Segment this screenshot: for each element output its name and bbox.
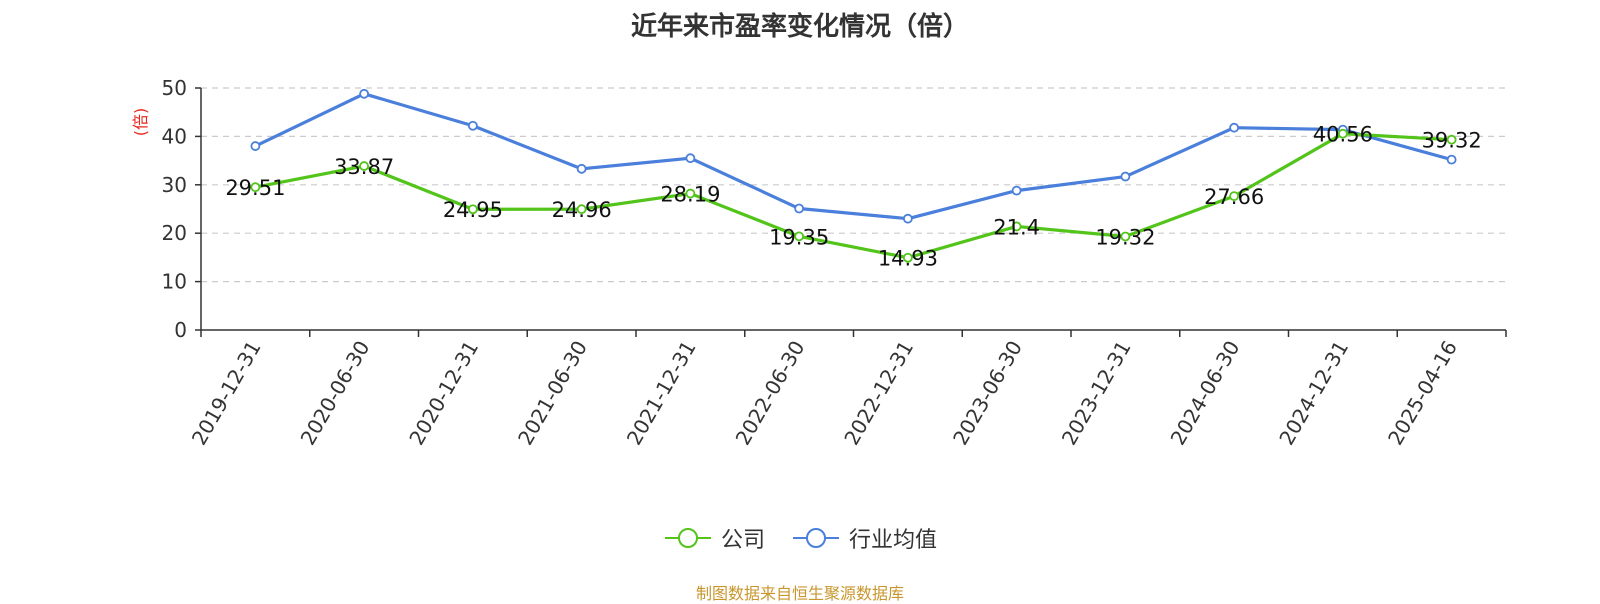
x-tick-label: 2020-06-30 bbox=[296, 337, 375, 450]
series-line-1 bbox=[254, 92, 1453, 221]
data-labels: 29.51 33.87 24.95 24.96 28.19 19.35 14.93 21.4 1… bbox=[225, 123, 1481, 271]
data-point-series-1 bbox=[250, 141, 261, 151]
data-point-series-0 bbox=[1337, 128, 1348, 139]
data-point-series-0 bbox=[1011, 221, 1022, 232]
x-tick-label: 2021-12-31 bbox=[622, 337, 701, 450]
data-label: 39.32 bbox=[1422, 129, 1482, 153]
y-tick-label: 10 bbox=[162, 270, 187, 294]
source-note: 制图数据来自恒生聚源数据库 bbox=[695, 584, 904, 603]
data-point-series-1 bbox=[1446, 154, 1457, 165]
x-tick-label: 2022-12-31 bbox=[839, 337, 918, 450]
legend-item-company[interactable]: 公司 bbox=[663, 522, 765, 554]
data-point-series-0 bbox=[576, 204, 587, 215]
data-label: 40.56 bbox=[1313, 123, 1373, 147]
legend-label-industry-average: 行业均值 bbox=[849, 528, 938, 553]
legend: 公司 行业均值 bbox=[0, 522, 1600, 554]
data-point-series-1 bbox=[1011, 185, 1022, 196]
data-label: 29.51 bbox=[225, 176, 285, 200]
legend-label-company: 公司 bbox=[720, 528, 765, 553]
data-point-series-0 bbox=[794, 231, 805, 242]
data-point-series-0 bbox=[467, 204, 478, 215]
chart-title: 近年来市盈率变化情况（倍） bbox=[630, 12, 969, 42]
data-point-series-1 bbox=[1229, 122, 1240, 133]
data-point-series-1 bbox=[902, 213, 913, 224]
y-tick-label: 30 bbox=[162, 173, 187, 197]
x-tick-label: 2025-04-16 bbox=[1383, 337, 1462, 450]
series-line-0 bbox=[255, 132, 1452, 260]
data-label: 21.4 bbox=[993, 215, 1040, 239]
data-point-series-0 bbox=[1229, 191, 1240, 202]
legend-item-industry-average[interactable]: 行业均值 bbox=[791, 522, 937, 554]
data-point-series-0 bbox=[1120, 231, 1131, 242]
legend-marker-industry-average bbox=[793, 528, 839, 548]
data-point-series-0 bbox=[685, 188, 696, 199]
axes: 0 10 20 30 40 50 2019-12-31 2020-06-30 2020-12-3… bbox=[162, 76, 1507, 450]
x-tick-label: 2022-06-30 bbox=[731, 337, 810, 450]
y-tick-label: 20 bbox=[162, 221, 187, 245]
data-label: 19.35 bbox=[769, 225, 829, 249]
data-point-series-0 bbox=[902, 252, 913, 263]
data-point-series-0 bbox=[250, 182, 261, 193]
data-label: 27.66 bbox=[1204, 185, 1264, 209]
y-tick-label: 50 bbox=[162, 76, 187, 100]
data-label: 28.19 bbox=[660, 183, 720, 207]
x-tick-label: 2024-12-31 bbox=[1274, 337, 1353, 450]
data-label: 24.95 bbox=[443, 198, 503, 222]
data-point-series-1 bbox=[359, 88, 370, 99]
data-label: 19.32 bbox=[1095, 225, 1155, 249]
data-label: 14.93 bbox=[878, 247, 938, 271]
x-tick-label: 2019-12-31 bbox=[187, 337, 266, 450]
data-points bbox=[250, 88, 1457, 263]
data-point-series-0 bbox=[359, 161, 370, 171]
data-point-series-1 bbox=[794, 203, 805, 214]
data-point-series-1 bbox=[467, 120, 478, 131]
grid-lines bbox=[201, 87, 1506, 283]
data-point-series-1 bbox=[1120, 171, 1131, 182]
data-point-series-1 bbox=[685, 153, 696, 164]
x-tick-label: 2024-06-30 bbox=[1166, 337, 1245, 450]
series-lines bbox=[254, 92, 1453, 260]
x-tick-label: 2020-12-31 bbox=[404, 337, 483, 450]
x-tick-label: 2023-06-30 bbox=[948, 337, 1027, 450]
data-label: 24.96 bbox=[552, 198, 612, 222]
x-tick-label: 2021-06-30 bbox=[513, 337, 592, 450]
x-tick-label: 2023-12-31 bbox=[1057, 337, 1136, 450]
y-axis-label: (倍) bbox=[131, 108, 150, 137]
data-point-series-1 bbox=[576, 163, 587, 174]
legend-marker-company bbox=[664, 528, 711, 548]
data-point-series-0 bbox=[1446, 134, 1457, 145]
y-tick-label: 40 bbox=[162, 124, 187, 148]
data-label: 33.87 bbox=[334, 155, 394, 179]
y-tick-label: 0 bbox=[174, 318, 187, 342]
